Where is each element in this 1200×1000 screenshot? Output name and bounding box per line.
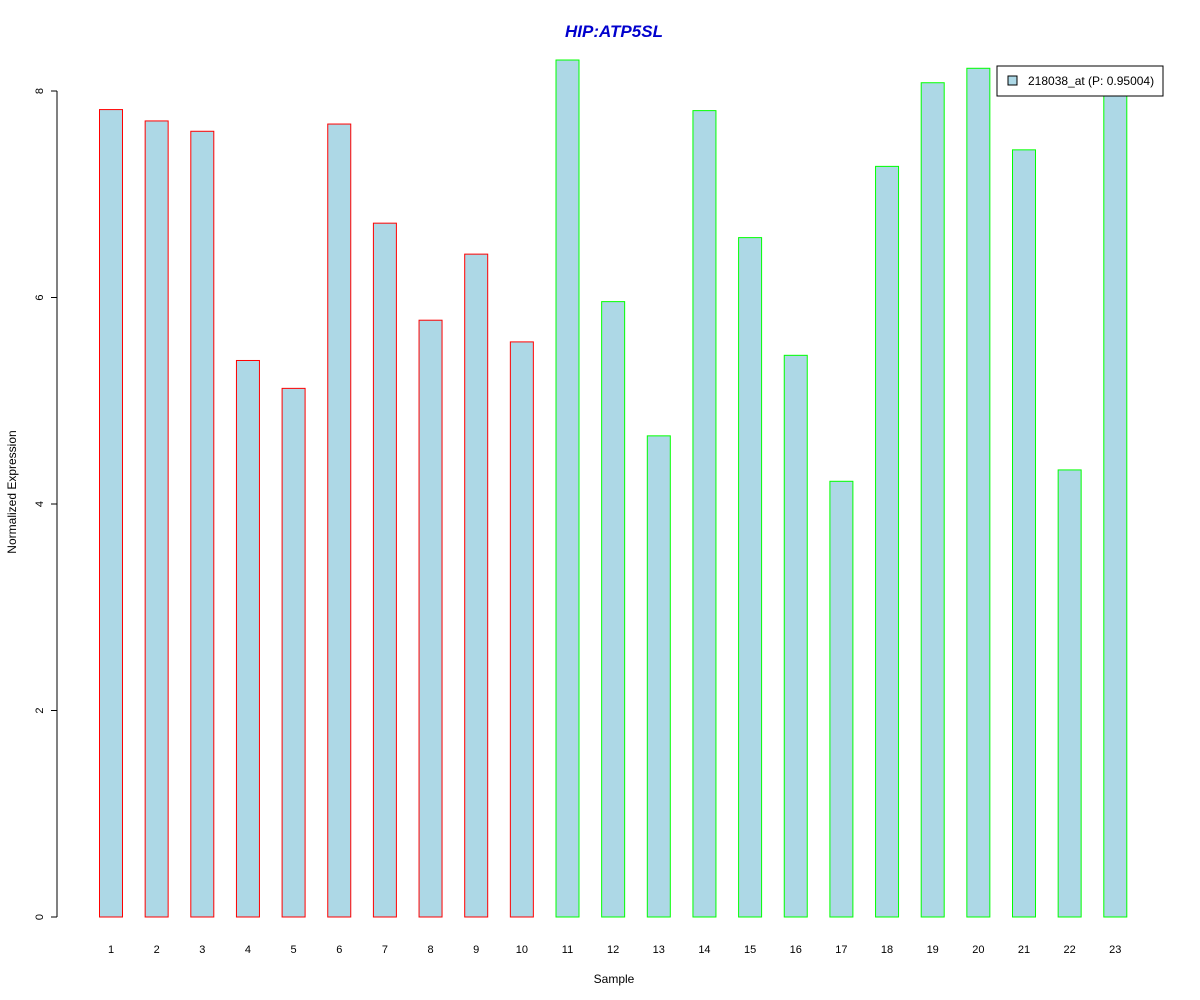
x-tick-label: 13	[653, 944, 665, 956]
x-tick-label: 2	[154, 944, 160, 956]
y-axis-label: Normalized Expression	[5, 430, 19, 553]
x-tick-label: 7	[382, 944, 388, 956]
x-tick-labels: 1 2 3 4 5 6 7 8 9 10 11 12 13 14 15 16 17 18 19 20 21 22 23	[108, 944, 1121, 956]
x-tick-label: 11	[562, 944, 573, 956]
bar-sample-3	[190, 130, 215, 918]
legend-box	[996, 65, 1164, 97]
x-tick-label: 12	[607, 944, 619, 956]
y-tick-label: 6	[34, 294, 46, 300]
x-tick-label: 5	[291, 944, 297, 956]
x-tick-label: 23	[1109, 944, 1121, 956]
x-tick-label: 9	[473, 944, 479, 956]
bar-sample-23	[1103, 90, 1128, 918]
y-tick-label: 0	[34, 914, 46, 920]
bar-sample-22	[1057, 469, 1082, 918]
chart-title: HIP:ATP5SL	[565, 22, 663, 41]
bar-sample-8	[418, 319, 443, 918]
x-tick-label: 14	[698, 944, 710, 956]
bar-sample-5	[281, 387, 306, 918]
legend: 218038_at (P: 0.95004)	[996, 65, 1164, 97]
bar-sample-18	[875, 165, 900, 918]
bar-sample-1	[99, 109, 123, 918]
bar-sample-13	[646, 435, 671, 918]
bars	[99, 59, 1128, 918]
y-tick-label: 4	[34, 501, 46, 507]
legend-entry: 218038_at (P: 0.95004)	[1028, 74, 1154, 88]
bar-sample-2	[144, 120, 169, 918]
bar-sample-4	[235, 359, 260, 918]
x-tick-label: 1	[108, 944, 114, 956]
bar-sample-14	[692, 110, 717, 918]
legend-swatch	[1007, 75, 1018, 86]
x-tick-label: 20	[972, 944, 984, 956]
bar-sample-9	[464, 253, 489, 918]
bar-sample-10	[509, 341, 534, 918]
bar-sample-20	[966, 67, 991, 918]
bar-sample-7	[372, 222, 397, 918]
x-tick-label: 4	[245, 944, 251, 956]
bar-sample-6	[327, 123, 352, 918]
bar-sample-19	[920, 82, 945, 918]
x-tick-label: 15	[744, 944, 756, 956]
bar-sample-11	[555, 59, 580, 918]
x-tick-label: 22	[1064, 944, 1076, 956]
x-tick-label: 10	[516, 944, 528, 956]
bar-sample-16	[783, 354, 808, 918]
y-tick-label: 8	[34, 88, 46, 94]
x-tick-label: 6	[336, 944, 342, 956]
bar-sample-21	[1012, 149, 1036, 918]
bar-sample-12	[601, 301, 626, 918]
bar-sample-15	[738, 237, 763, 918]
x-tick-label: 8	[427, 944, 433, 956]
bar-sample-17	[829, 480, 854, 918]
x-tick-label: 18	[881, 944, 893, 956]
x-tick-label: 3	[199, 944, 205, 956]
y-tick-label: 2	[34, 707, 46, 713]
x-tick-label: 17	[835, 944, 847, 956]
x-axis-label: Sample	[594, 972, 635, 986]
x-tick-label: 16	[790, 944, 802, 956]
y-axis: 0 2 4 6 8	[34, 88, 58, 920]
x-tick-label: 19	[927, 944, 939, 956]
x-tick-label: 21	[1018, 944, 1030, 956]
